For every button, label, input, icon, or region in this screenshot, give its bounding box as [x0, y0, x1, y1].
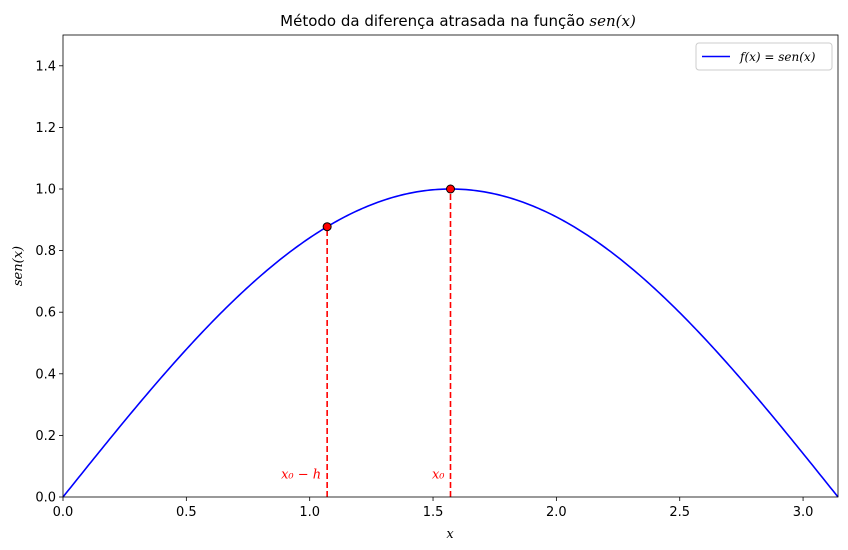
data-point	[322, 222, 332, 232]
y-tick-label: 0.0	[35, 491, 56, 506]
axes-frame	[62, 34, 839, 498]
y-tick-label: 1.0	[35, 183, 56, 198]
data-point	[446, 184, 456, 194]
x-tick-label: 0.5	[176, 505, 197, 520]
x-tick-label: 2.0	[546, 505, 567, 520]
chart-title: Método da diferença atrasada na função s…	[280, 12, 636, 30]
y-tick-label: 0.2	[35, 429, 56, 444]
x-tick-label: 3.0	[793, 505, 814, 520]
x-tick-label: 2.5	[669, 505, 690, 520]
x-axis-label: x	[446, 527, 454, 542]
y-tick-label: 0.6	[35, 306, 56, 321]
y-axis-label: sen(x)	[11, 246, 26, 286]
x-tick-label: 0.0	[53, 505, 74, 520]
chart-title-text: Método da diferença atrasada na função	[280, 12, 589, 30]
x-tick-label: 1.5	[423, 505, 444, 520]
legend-box	[695, 42, 833, 71]
chart-title-math: sen(x)	[589, 12, 636, 30]
y-tick-label: 0.8	[35, 244, 56, 259]
point-annotation: x₀ − h	[281, 468, 321, 483]
x-tick-label: 1.0	[299, 505, 320, 520]
y-tick-label: 0.4	[35, 367, 56, 382]
point-annotation: x₀	[432, 468, 445, 483]
legend-label: f(x) = sen(x)	[739, 50, 816, 64]
legend: f(x) = sen(x)	[695, 42, 833, 71]
y-tick-label: 1.2	[35, 121, 56, 136]
y-tick-label: 1.4	[35, 59, 56, 74]
plot-area: 0.0 0.5 1.0 1.5 2.0 2.5 3.0 0.0 0.2 0.4 0.6 0.8 1.0 1…	[35, 34, 839, 520]
